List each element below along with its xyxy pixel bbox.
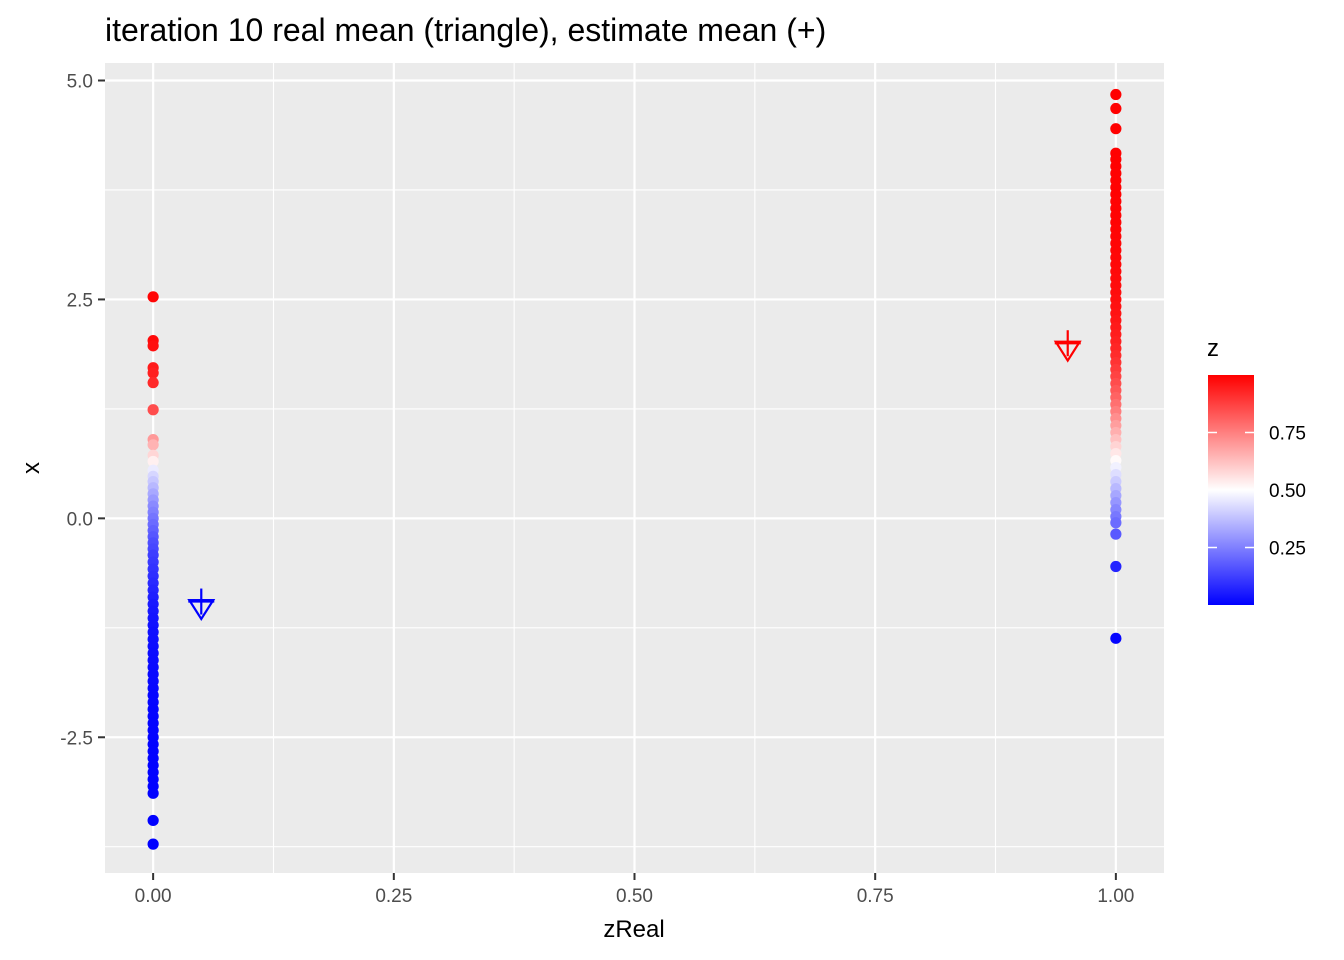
x-tick-label: 0.00 [135, 886, 172, 907]
data-point [1110, 123, 1122, 135]
x-tick-label: 0.75 [857, 886, 894, 907]
chart-title: iteration 10 real mean (triangle), estim… [105, 12, 826, 48]
x-tick-label: 0.50 [616, 886, 653, 907]
legend-break-label: 0.25 [1269, 539, 1306, 560]
data-point [1110, 517, 1122, 529]
data-point [147, 787, 159, 799]
legend-ticks: 0.75 0.50 0.25 [1208, 424, 1306, 560]
y-axis-title: x [18, 462, 45, 474]
y-axis-ticks: 5.0 2.5 0.0 -2.5 [60, 72, 105, 749]
data-point [1110, 528, 1122, 540]
data-point [147, 340, 159, 352]
mean-markers [187, 330, 1082, 621]
x-tick-label: 1.00 [1097, 886, 1134, 907]
legend: z 0.75 0.50 0.25 [1207, 335, 1306, 605]
data-point [147, 838, 159, 850]
y-tick-label: 2.5 [67, 290, 93, 311]
y-tick-label: -2.5 [60, 728, 93, 749]
data-point [1110, 88, 1122, 101]
data-point [147, 439, 159, 451]
data-points [147, 88, 1122, 850]
data-point [147, 367, 159, 379]
y-tick-label: 0.0 [67, 509, 93, 530]
legend-break-label: 0.50 [1269, 481, 1306, 502]
x-axis-title: zReal [603, 916, 664, 943]
data-point [1110, 560, 1122, 573]
legend-title: z [1207, 335, 1219, 362]
data-point [147, 814, 159, 827]
grid-major [105, 63, 1164, 873]
data-point [147, 377, 159, 389]
y-tick-label: 5.0 [67, 72, 93, 93]
data-point [147, 404, 159, 416]
data-point [1110, 632, 1122, 644]
legend-break-label: 0.75 [1269, 424, 1306, 445]
data-point [147, 291, 159, 303]
data-point [147, 455, 159, 468]
data-point [1110, 102, 1122, 115]
x-tick-label: 0.25 [375, 886, 412, 907]
x-axis-ticks: 0.00 0.25 0.50 0.75 1.00 [135, 873, 1134, 907]
